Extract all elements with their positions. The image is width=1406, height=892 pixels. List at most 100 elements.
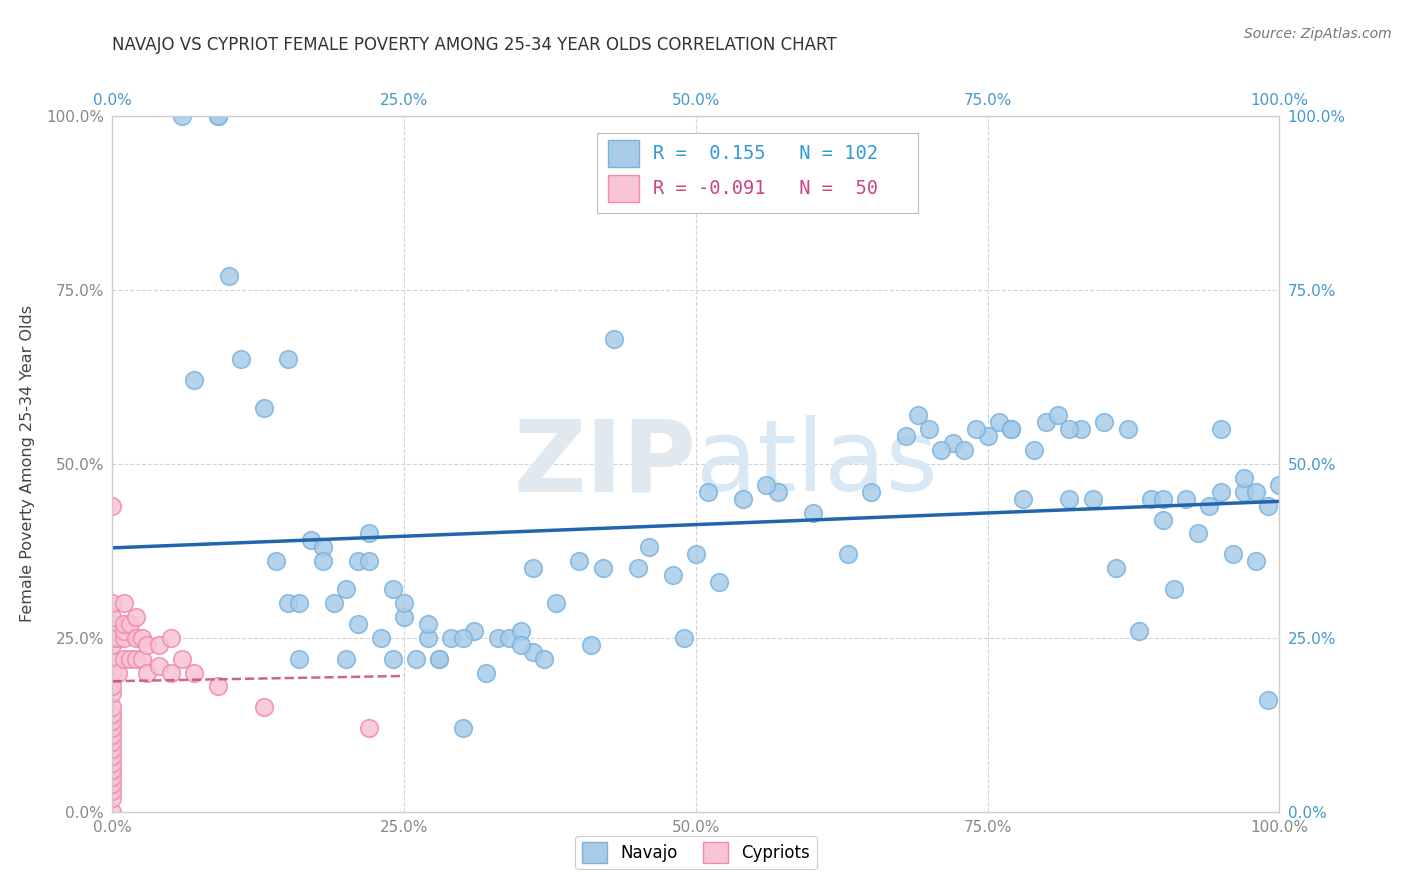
- Point: [579, 638, 602, 652]
- Point: [685, 547, 707, 561]
- Point: [965, 422, 987, 436]
- Point: [1244, 484, 1267, 499]
- Point: [160, 665, 183, 680]
- Point: [183, 373, 205, 387]
- Point: [335, 582, 357, 596]
- Point: [837, 547, 859, 561]
- Point: [346, 616, 368, 631]
- Point: [859, 484, 883, 499]
- Point: [172, 651, 194, 665]
- Point: [416, 616, 439, 631]
- Point: [522, 561, 544, 575]
- Point: [1070, 422, 1092, 436]
- Point: [673, 631, 696, 645]
- Point: [118, 651, 141, 665]
- Point: [1035, 415, 1057, 429]
- Point: [1175, 491, 1198, 506]
- Point: [311, 554, 333, 568]
- Point: [136, 665, 159, 680]
- Point: [1198, 499, 1220, 513]
- Point: [976, 429, 998, 443]
- Point: [101, 707, 124, 722]
- Point: [101, 499, 124, 513]
- Point: [131, 631, 153, 645]
- Point: [568, 554, 591, 568]
- Point: [183, 665, 205, 680]
- Point: [101, 596, 124, 610]
- Point: [264, 554, 287, 568]
- Point: [288, 651, 311, 665]
- Point: [253, 700, 276, 714]
- Point: [101, 756, 124, 770]
- Point: [101, 686, 124, 700]
- Point: [112, 631, 135, 645]
- Point: [101, 777, 124, 791]
- Point: [1000, 422, 1022, 436]
- Point: [731, 491, 754, 506]
- Point: [370, 631, 392, 645]
- Text: R =  0.155   N = 102: R = 0.155 N = 102: [652, 144, 877, 163]
- Point: [112, 596, 135, 610]
- Point: [696, 484, 718, 499]
- Point: [101, 665, 124, 680]
- Point: [125, 631, 148, 645]
- Point: [101, 721, 124, 735]
- Point: [440, 631, 463, 645]
- Point: [1105, 561, 1128, 575]
- Point: [207, 680, 229, 694]
- FancyBboxPatch shape: [596, 134, 918, 213]
- Point: [627, 561, 650, 575]
- Point: [1257, 499, 1279, 513]
- Point: [638, 541, 661, 555]
- Point: [1209, 484, 1232, 499]
- Point: [929, 442, 952, 457]
- Point: [451, 721, 474, 735]
- Point: [498, 631, 520, 645]
- Point: [101, 784, 124, 798]
- FancyBboxPatch shape: [609, 140, 638, 167]
- Point: [207, 109, 229, 123]
- Point: [427, 651, 450, 665]
- Point: [766, 484, 789, 499]
- Point: [148, 658, 170, 673]
- Point: [101, 700, 124, 714]
- Point: [1209, 422, 1232, 436]
- Point: [107, 631, 129, 645]
- Text: ZIP: ZIP: [513, 416, 696, 512]
- Point: [101, 805, 124, 819]
- Point: [509, 638, 531, 652]
- Point: [101, 651, 124, 665]
- Point: [953, 442, 976, 457]
- Point: [131, 651, 153, 665]
- Point: [118, 616, 141, 631]
- Point: [101, 631, 124, 645]
- Point: [592, 561, 614, 575]
- Point: [101, 680, 124, 694]
- FancyBboxPatch shape: [609, 175, 638, 202]
- Point: [101, 728, 124, 742]
- Point: [311, 541, 333, 555]
- Point: [942, 436, 965, 450]
- Point: [253, 401, 276, 416]
- Point: [603, 332, 626, 346]
- Point: [381, 582, 404, 596]
- Point: [323, 596, 346, 610]
- Point: [1059, 491, 1081, 506]
- Point: [1152, 512, 1174, 526]
- Point: [101, 735, 124, 749]
- Text: atlas: atlas: [696, 416, 938, 512]
- Point: [1233, 484, 1256, 499]
- Point: [207, 109, 229, 123]
- Point: [148, 638, 170, 652]
- Text: R = -0.091   N =  50: R = -0.091 N = 50: [652, 178, 877, 198]
- Point: [112, 651, 135, 665]
- Point: [392, 610, 416, 624]
- Point: [218, 268, 240, 283]
- Point: [101, 742, 124, 756]
- Point: [1059, 422, 1081, 436]
- Point: [1152, 491, 1174, 506]
- Text: Source: ZipAtlas.com: Source: ZipAtlas.com: [1244, 27, 1392, 41]
- Point: [392, 596, 416, 610]
- Point: [405, 651, 427, 665]
- Point: [1011, 491, 1033, 506]
